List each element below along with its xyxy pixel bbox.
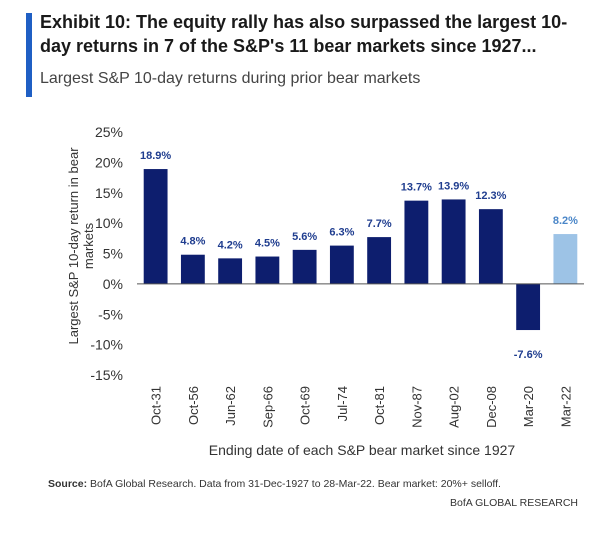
x-tick-label: Oct-81 <box>372 386 387 425</box>
source-note: Source: BofA Global Research. Data from … <box>48 478 501 490</box>
data-label: 6.3% <box>329 227 354 239</box>
data-label: 13.9% <box>438 180 469 192</box>
bar-dec-08 <box>478 209 503 284</box>
x-tick-label: Mar-22 <box>558 386 573 427</box>
x-axis-title: Ending date of each S&P bear market sinc… <box>209 442 516 458</box>
x-tick-label: Aug-02 <box>447 386 462 428</box>
bar-mar-22 <box>553 234 578 284</box>
data-label: 18.9% <box>140 150 171 162</box>
bar-oct-81 <box>367 237 392 284</box>
bar-oct-69 <box>292 249 317 284</box>
y-tick-label: 20% <box>95 154 123 170</box>
bar-aug-02 <box>441 199 466 284</box>
x-tick-label: Jul-74 <box>335 386 350 421</box>
x-tick-label: Oct-56 <box>186 386 201 425</box>
bar-jun-62 <box>218 258 243 284</box>
data-label: 4.2% <box>218 239 243 251</box>
data-label: 12.3% <box>475 190 506 202</box>
data-label: 7.7% <box>367 218 392 230</box>
source-label: Source: <box>48 478 88 490</box>
y-tick-label: 5% <box>103 246 123 262</box>
source-text: BofA Global Research. Data from 31-Dec-1… <box>90 478 501 490</box>
chart-title: Exhibit 10: The equity rally has also su… <box>40 12 568 56</box>
y-tick-label: 0% <box>103 276 123 292</box>
accent-bar <box>26 13 32 97</box>
x-tick-label: Oct-69 <box>298 386 313 425</box>
bar-nov-87 <box>404 200 429 284</box>
x-tick-label: Jun-62 <box>223 386 238 426</box>
data-label: 4.8% <box>180 236 205 248</box>
bar-sep-66 <box>255 256 280 284</box>
data-label: 5.6% <box>292 231 317 243</box>
bar-oct-56 <box>180 254 205 284</box>
data-label: 13.7% <box>401 182 432 194</box>
y-tick-label: 15% <box>95 185 123 201</box>
y-tick-label: -5% <box>98 306 123 322</box>
y-tick-label: -15% <box>90 367 123 383</box>
chart-subtitle: Largest S&P 10-day returns during prior … <box>40 70 421 87</box>
y-axis-title: Largest S&P 10-day return in bearmarkets <box>66 147 96 345</box>
data-label: -7.6% <box>514 349 543 361</box>
x-tick-label: Dec-08 <box>484 386 499 428</box>
brand-label: BofA GLOBAL RESEARCH <box>450 497 578 509</box>
data-label: 8.2% <box>553 215 578 227</box>
y-tick-label: 25% <box>95 124 123 140</box>
bar-jul-74 <box>329 245 354 284</box>
data-label: 4.5% <box>255 238 280 250</box>
x-tick-label: Nov-87 <box>409 386 424 428</box>
y-tick-label: 10% <box>95 215 123 231</box>
x-tick-label: Oct-31 <box>149 386 164 425</box>
x-tick-label: Sep-66 <box>260 386 275 428</box>
y-tick-label: -10% <box>90 337 123 353</box>
x-tick-label: Mar-20 <box>521 386 536 427</box>
bar-oct-31 <box>143 169 168 284</box>
bar-mar-20 <box>516 283 541 331</box>
